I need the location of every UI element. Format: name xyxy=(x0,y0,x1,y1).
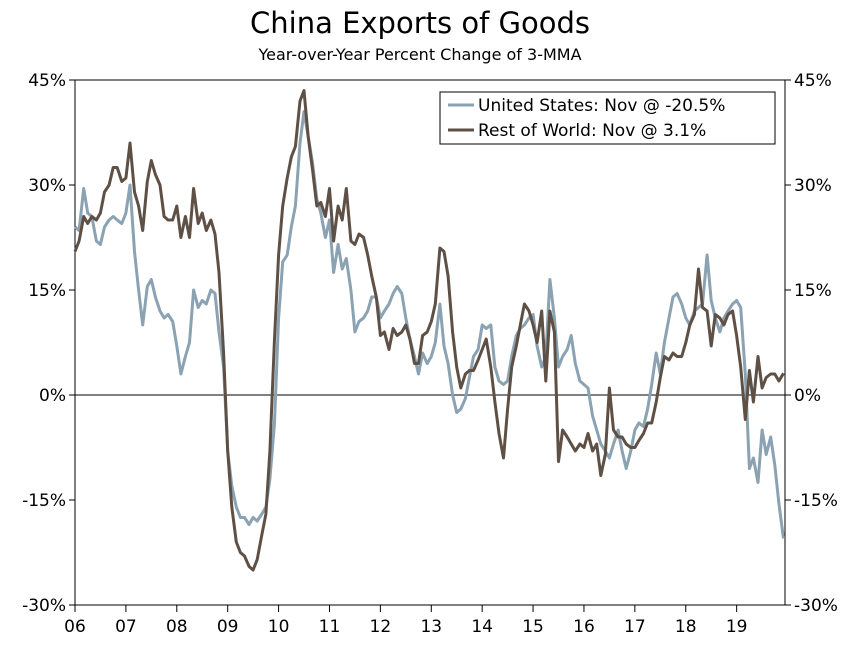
y-tick-label-right: 0% xyxy=(794,386,821,406)
y-tick-label-right: -15% xyxy=(794,491,838,511)
x-tick-label: 17 xyxy=(624,617,646,637)
y-ticks-left: 45% 30% 15% 0% -15% -30% xyxy=(22,71,75,616)
x-tick-label: 16 xyxy=(573,617,595,637)
y-tick-label-left: -30% xyxy=(22,596,66,616)
y-ticks-right: 45% 30% 15% 0% -15% -30% xyxy=(785,71,838,616)
y-tick-label-left: 45% xyxy=(28,71,66,91)
legend-box xyxy=(439,91,776,145)
x-tick-label: 06 xyxy=(64,617,86,637)
series-group xyxy=(73,89,785,572)
plot-area: 45%30%15%0%-15%-30% 45%30%15%0%-15%-30% … xyxy=(22,71,838,637)
y-tick-label-right: 45% xyxy=(794,71,832,91)
x-tick-label: 10 xyxy=(268,617,290,637)
x-tick-label: 15 xyxy=(522,617,544,637)
y-tick-label-left: -15% xyxy=(22,491,66,511)
y-tick-label-left: 0% xyxy=(39,386,66,406)
y-tick-label-right: 30% xyxy=(794,176,832,196)
y-tick-label-left: 30% xyxy=(28,176,66,196)
legend-label-row: Rest of World: Nov @ 3.1% xyxy=(478,121,706,141)
y-tick-label-left: 15% xyxy=(28,281,66,301)
chart-subtitle: Year-over-Year Percent Change of 3-MMA xyxy=(257,45,581,64)
y-tick-label-right: -30% xyxy=(794,596,838,616)
x-tick-label: 11 xyxy=(319,617,341,637)
x-tick-label: 12 xyxy=(370,617,392,637)
x-ticks: 06 07 08 09 10 11 12 13 14 15 16 17 18 19 xyxy=(64,605,747,637)
series-line-row xyxy=(73,89,785,572)
plot-frame xyxy=(74,79,786,606)
x-tick-label: 18 xyxy=(675,617,697,637)
legend: United States: Nov @ -20.5% Rest of Worl… xyxy=(439,91,776,145)
x-tick-label: 08 xyxy=(166,617,188,637)
series-line-us xyxy=(74,110,785,539)
x-tick-label: 19 xyxy=(726,617,748,637)
x-tick-label: 07 xyxy=(115,617,137,637)
x-tick-label: 14 xyxy=(471,617,493,637)
chart-title: China Exports of Goods xyxy=(250,6,590,40)
x-tick-label: 09 xyxy=(217,617,239,637)
y-tick-label-right: 15% xyxy=(794,281,832,301)
x-tick-label: 13 xyxy=(420,617,442,637)
legend-label-us: United States: Nov @ -20.5% xyxy=(478,96,725,116)
